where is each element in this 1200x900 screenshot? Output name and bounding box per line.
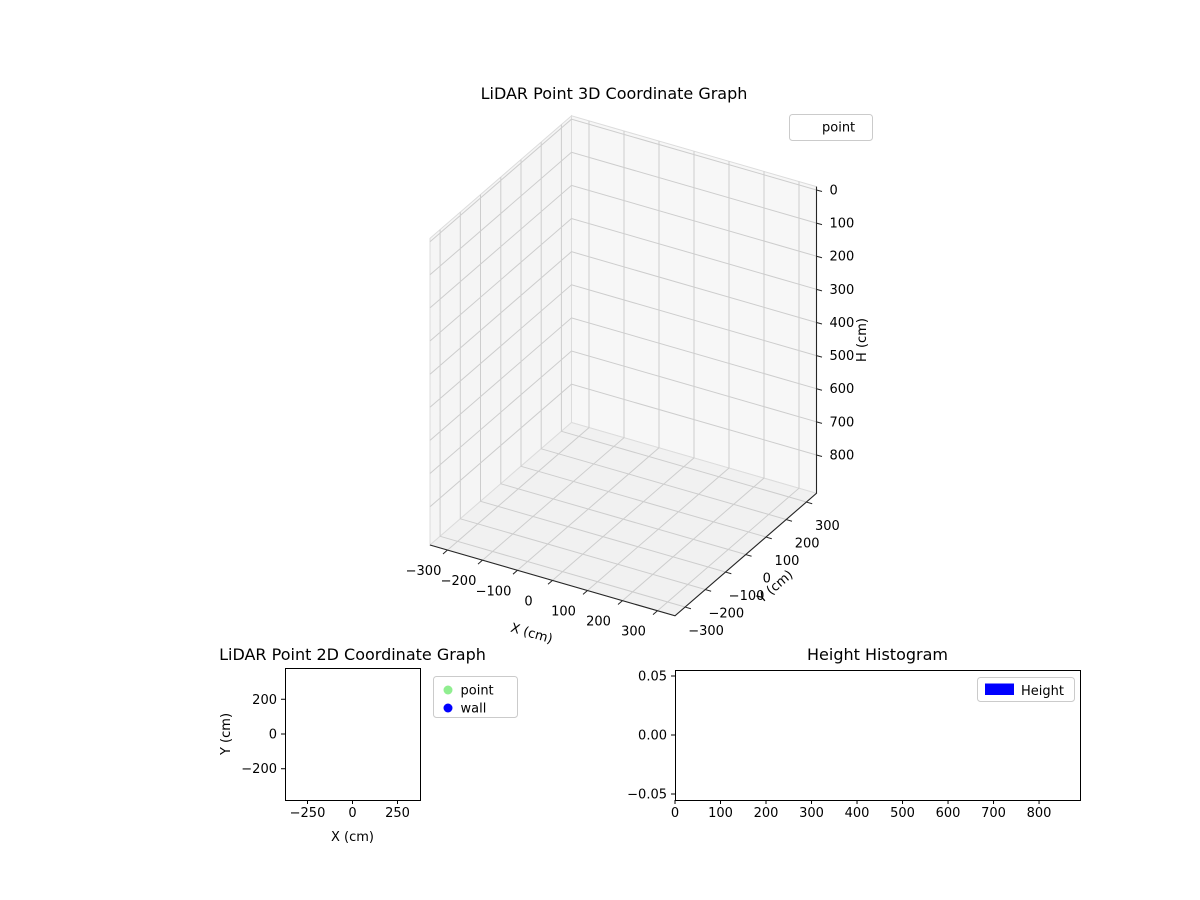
x-axis-label: X (cm) [331, 830, 374, 845]
z-tick-mark [816, 355, 823, 358]
x-tick-mark [442, 549, 448, 555]
z-tick-mark [816, 321, 823, 325]
z-tick-mark [816, 222, 823, 226]
z-tick-label: 200 [830, 250, 855, 265]
z-tick-mark [816, 454, 823, 457]
axes-hist-frame [675, 670, 1081, 801]
y-tick-label: −300 [688, 624, 724, 639]
legend-3d: point [789, 114, 873, 141]
legend-2d-box [433, 676, 518, 718]
y-tick-mark [765, 536, 772, 540]
y-tick-mark [725, 571, 732, 575]
y-tick-mark [745, 554, 752, 557]
x-tick-label: 0 [348, 806, 356, 821]
x-tick-label: 400 [845, 806, 870, 821]
z-tick-label: 800 [830, 448, 855, 463]
y-tick-mark [684, 606, 692, 610]
z-tick-label: 700 [830, 415, 855, 430]
x-tick-label: 0 [524, 594, 532, 609]
x-tick-mark [512, 569, 518, 575]
x-tick-label: 800 [1027, 806, 1052, 821]
y-tick-label: −0.05 [627, 788, 667, 803]
grid-3d [429, 118, 817, 612]
y-tick-label: 200 [795, 537, 820, 552]
y-tick-label: 0 [269, 728, 277, 743]
legend-marker-point [443, 685, 453, 695]
x-tick-label: 250 [385, 806, 410, 821]
z-tick-label: 600 [830, 382, 855, 397]
legend-marker-wall [443, 703, 453, 713]
x-tick-label: 300 [799, 806, 824, 821]
x-tick-label: 200 [586, 615, 611, 630]
x-tick-label: −100 [476, 584, 512, 599]
legend-2d-entry-label: wall [461, 702, 487, 717]
x-tick-label: 100 [551, 605, 576, 620]
x-tick-mark [477, 559, 483, 565]
plot-histogram-title: Height Histogram [807, 645, 948, 664]
legend-2d: point wall [433, 676, 518, 718]
plot-3d-title: LiDAR Point 3D Coordinate Graph [481, 84, 748, 103]
legend-swatch-height [985, 683, 1014, 695]
y-tick-mark [786, 519, 793, 522]
y-tick-label: 100 [775, 554, 800, 569]
y-tick-label: 300 [815, 519, 840, 534]
y-axis-label: Y (cm) [754, 568, 796, 608]
z-tick-mark [816, 255, 823, 259]
x-tick-label: 600 [936, 806, 961, 821]
x-axis-label: X (cm) [509, 621, 554, 647]
z-tick-label: 400 [830, 316, 855, 331]
z-tick-label: 300 [830, 283, 855, 298]
legend-3d-entry-label: point [822, 121, 855, 136]
y-tick-label: 0.05 [638, 670, 667, 685]
plot-histogram: 0 100 200 300 400 500 600 700 800 0.05 0.00 −0.05 He… [627, 645, 1081, 821]
x-tick-label: −250 [290, 806, 326, 821]
z-tick-label: 500 [830, 349, 855, 364]
y-tick-label: −200 [241, 762, 277, 777]
legend-2d-entry-label: point [461, 684, 494, 699]
x-tick-label: 0 [671, 806, 679, 821]
x-tick-label: 300 [621, 625, 646, 640]
y-tick-mark [806, 501, 813, 505]
z-tick-label: 0 [830, 183, 838, 198]
y-tick-label: 0.00 [638, 729, 667, 744]
x-tick-mark [652, 610, 658, 616]
z-tick-mark [816, 388, 823, 391]
y-axis-label: Y (cm) [219, 713, 234, 756]
y-tick-mark [705, 589, 712, 592]
x-tick-label: 100 [708, 806, 733, 821]
legend-histogram: Height [977, 677, 1075, 702]
x-tick-label: 200 [754, 806, 779, 821]
x-tick-label: −300 [406, 564, 442, 579]
legend-histogram-entry-label: Height [1021, 684, 1064, 699]
x-tick-label: −200 [441, 574, 477, 589]
x-tick-mark [617, 600, 623, 605]
x-tick-label: 500 [890, 806, 915, 821]
plot-2d-title: LiDAR Point 2D Coordinate Graph [219, 645, 486, 664]
x-tick-mark [547, 580, 553, 585]
z-axis-label: H (cm) [855, 318, 870, 362]
z-tick-label: 100 [830, 217, 855, 232]
y-tick-label: 200 [252, 693, 277, 708]
plot-2d: −250 0 250 −200 0 200 X (cm) Y (cm) LiDAR Point … [219, 645, 518, 845]
axes-2d-frame [285, 668, 421, 801]
z-tick-mark [816, 421, 823, 424]
y-tick-label: −200 [708, 607, 744, 622]
x-tick-mark [582, 590, 588, 595]
y-tick-label: −100 [729, 589, 765, 604]
x-tick-label: 700 [981, 806, 1006, 821]
y-tick-label: 0 [763, 572, 771, 587]
legend-3d-box [789, 114, 873, 141]
z-tick-mark [816, 288, 823, 292]
z-tick-mark [816, 189, 823, 192]
